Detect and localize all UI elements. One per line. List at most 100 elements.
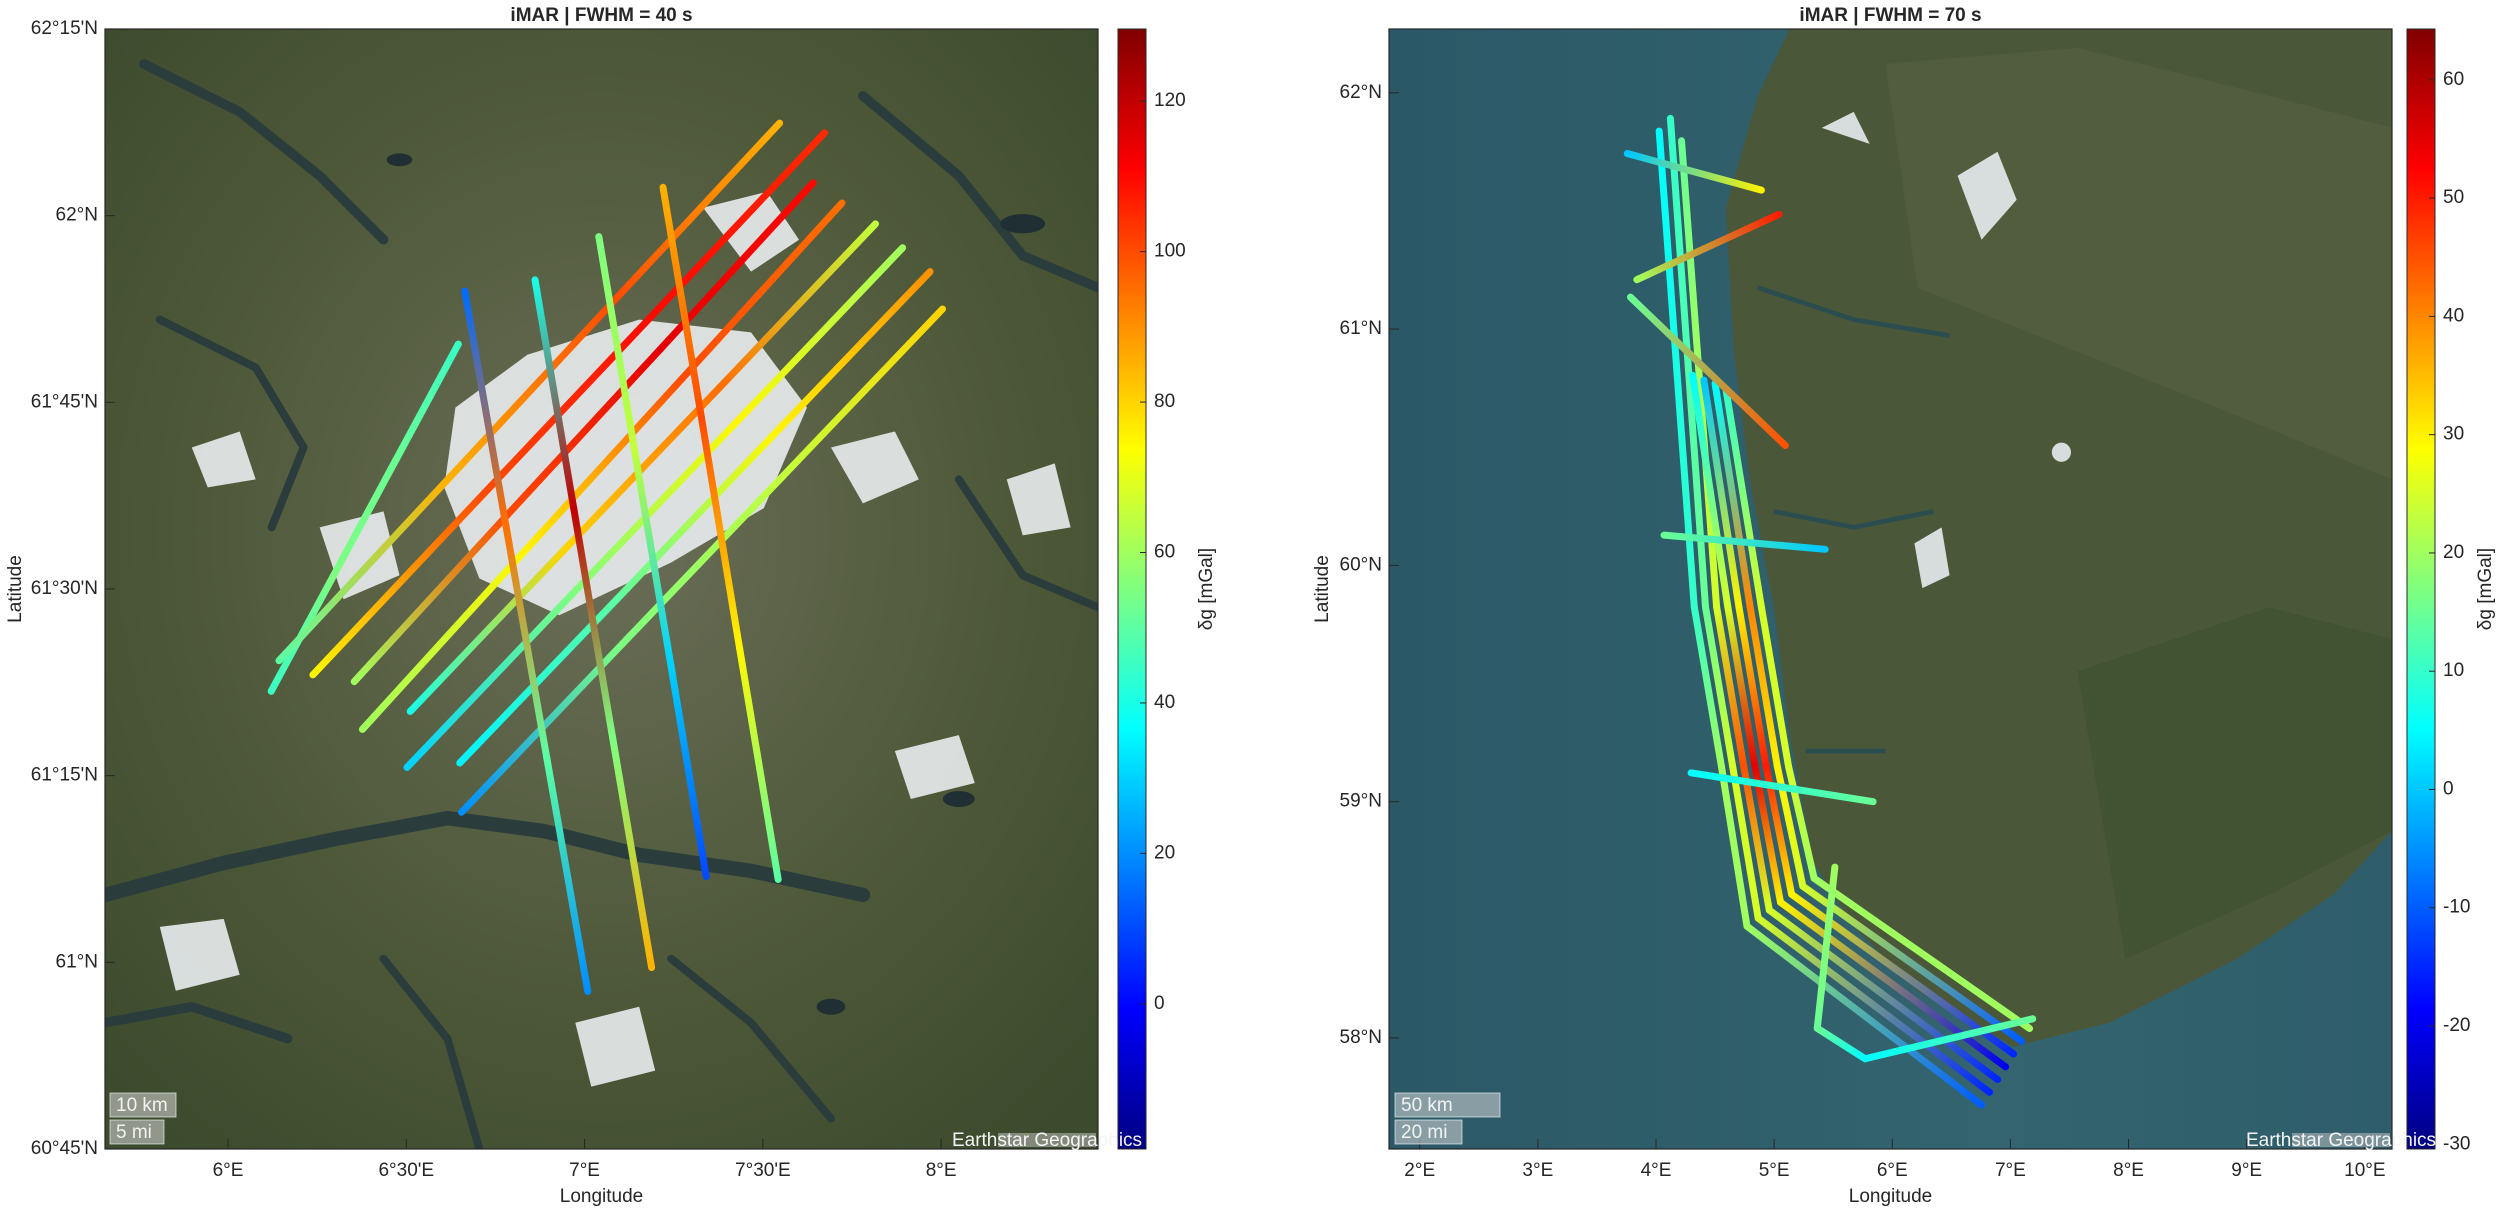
colorbar	[1117, 28, 1147, 1150]
track-segment	[609, 734, 656, 972]
track-segment	[350, 511, 511, 686]
colorbar-tick-label: 120	[1154, 90, 1186, 111]
colorbar-tick-label: 0	[1154, 993, 1165, 1014]
track-segment	[678, 199, 846, 382]
x-tick-label: 7°E	[569, 1160, 600, 1181]
track-segment	[1743, 922, 1986, 1109]
track-segment	[1746, 603, 1781, 770]
colorbar-tick-label: 80	[1154, 391, 1175, 412]
track-segment	[1655, 127, 1698, 611]
track-segment	[461, 287, 510, 529]
track-segment	[1754, 914, 1994, 1096]
y-tick-label: 58°N	[1340, 1027, 1382, 1048]
track-segment	[1724, 603, 1759, 770]
track-segment	[1810, 874, 2034, 1032]
scale-bar-box	[109, 1119, 165, 1145]
x-tick-label: 6°E	[213, 1160, 244, 1181]
track-segment	[1678, 137, 1721, 611]
track-segment	[1777, 898, 2010, 1071]
y-tick-label: 61°N	[56, 951, 98, 972]
track-segment	[502, 521, 551, 762]
colorbar-tick-label: -20	[2443, 1015, 2470, 1036]
track-segment	[275, 477, 450, 665]
attribution: Earthstar Geographics	[2246, 1130, 2436, 1151]
x-tick-label: 9°E	[2231, 1160, 2262, 1181]
track-segment	[1813, 863, 1839, 1032]
track-segment	[1700, 376, 1743, 611]
x-tick-label: 4°E	[1641, 1160, 1672, 1181]
basemap	[105, 29, 1098, 1149]
y-tick-label: 61°N	[1340, 318, 1382, 339]
colorbar-tick-label: 0	[2443, 778, 2454, 799]
scale-bar-box	[1394, 1092, 1501, 1118]
track-segment	[618, 473, 786, 648]
y-tick-label: 62°N	[56, 205, 98, 226]
track-segment	[330, 456, 400, 580]
axes-frame	[1388, 28, 2393, 1150]
scale-bar-label: 20 mi	[1401, 1122, 1447, 1143]
colorbar-label: δg [mGal]	[2475, 548, 2496, 630]
colorbar	[2406, 28, 2436, 1150]
attribution-box	[998, 1133, 1096, 1147]
track-segment	[1785, 762, 1818, 882]
track-segment	[736, 645, 782, 883]
track-segment	[698, 414, 744, 653]
track-segment	[716, 220, 880, 391]
x-tick-label: 7°E	[1995, 1160, 2026, 1181]
track-segment	[778, 305, 947, 481]
colorbar-tick-label: 60	[1154, 542, 1175, 563]
track-segment	[1701, 603, 1737, 770]
colorbar-label: δg [mGal]	[1196, 548, 1217, 630]
track-segment	[630, 446, 674, 667]
track-segment	[1713, 603, 1748, 770]
x-tick-label: 3°E	[1522, 1160, 1553, 1181]
scale-bar-label: 10 km	[116, 1095, 168, 1116]
colorbar-tick-label: 20	[2443, 542, 2464, 563]
track-segment	[595, 233, 638, 454]
track-segment	[1690, 603, 1725, 770]
track-segment	[531, 276, 578, 513]
colorbar-tick-label: -30	[2443, 1133, 2470, 1154]
track-segment	[358, 550, 526, 733]
x-tick-label: 8°E	[2113, 1160, 2144, 1181]
x-tick-label: 6°E	[1877, 1160, 1908, 1181]
y-axis-label: Latitude	[5, 555, 26, 623]
y-tick-label: 62°15'N	[31, 18, 98, 39]
track-segment	[1689, 371, 1732, 611]
y-tick-label: 59°N	[1340, 791, 1382, 812]
track-segment	[1660, 531, 1829, 553]
x-tick-label: 10°E	[2344, 1160, 2385, 1181]
panel-title: iMAR | FWHM = 70 s	[1799, 5, 1981, 26]
x-axis-label: Longitude	[1849, 1186, 1932, 1207]
x-tick-label: 8°E	[926, 1160, 957, 1181]
track-segment	[1666, 114, 1709, 611]
x-tick-label: 5°E	[1759, 1160, 1790, 1181]
scale-bar-box	[109, 1092, 177, 1118]
scale-bar-label: 50 km	[1401, 1095, 1453, 1116]
attribution: Earthstar Geographics	[952, 1130, 1142, 1151]
track-segment	[442, 298, 617, 485]
y-tick-label: 61°30'N	[31, 578, 98, 599]
colorbar-tick-label: 40	[1154, 692, 1175, 713]
track-segment	[1799, 882, 2026, 1045]
colorbar-tick-label: 60	[2443, 69, 2464, 90]
colorbar-tick-label: 20	[1154, 842, 1175, 863]
attribution-box	[2292, 1133, 2390, 1147]
colorbar-tick-label: 40	[2443, 305, 2464, 326]
track-segment	[309, 490, 487, 679]
track-segment	[1757, 603, 1793, 770]
scale-bar-box	[1394, 1119, 1463, 1145]
y-tick-label: 62°N	[1340, 82, 1382, 103]
track-segment	[609, 119, 784, 306]
track-segment	[1626, 293, 1789, 450]
track-segment	[561, 383, 724, 553]
panel-title: iMAR | FWHM = 40 s	[510, 5, 692, 26]
y-tick-label: 60°N	[1340, 554, 1382, 575]
y-axis-label: Latitude	[1312, 555, 1333, 623]
colorbar-tick-label: 50	[2443, 187, 2464, 208]
track-segment	[543, 754, 592, 995]
y-tick-label: 61°45'N	[31, 391, 98, 412]
track-segment	[403, 590, 576, 771]
